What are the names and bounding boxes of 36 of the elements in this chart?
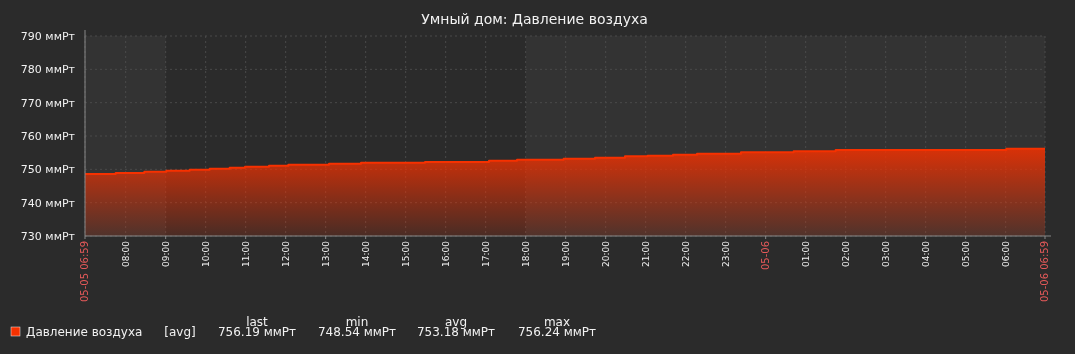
text: [avg] xyxy=(164,325,196,339)
x-tick-label: 20:00 xyxy=(600,240,611,267)
x-tick-label: 04:00 xyxy=(920,240,931,267)
x-tick-label: 18:00 xyxy=(520,240,531,267)
x-tick-label: 08:00 xyxy=(120,240,131,267)
y-tick-label: 740 ммРт xyxy=(20,196,76,210)
x-tick-label: 22:00 xyxy=(680,240,691,267)
x-tick-label: 05:00 xyxy=(960,240,971,267)
x-tick-label: 02:00 xyxy=(840,240,851,267)
x-tick-label: 06:00 xyxy=(1000,240,1011,267)
y-tick-label: 790 ммРт xyxy=(20,30,76,43)
x-tick-label: 05-05 06:59 xyxy=(79,241,90,303)
x-tick-label: 13:00 xyxy=(320,240,331,267)
y-tick-label: 770 ммРт xyxy=(20,96,76,110)
x-tick-label: 23:00 xyxy=(720,240,731,267)
chart-title: Умный дом: Давление воздуха xyxy=(421,11,648,27)
x-tick-label: 01:00 xyxy=(800,240,811,267)
y-tick-label: 750 ммРт xyxy=(20,163,76,177)
x-tick-label: 19:00 xyxy=(560,240,571,267)
x-tick-label: 11:00 xyxy=(240,240,251,267)
x-tick-label: 12:00 xyxy=(280,240,291,267)
y-tick-label: 760 ммРт xyxy=(20,130,76,143)
text: 748.54 ммРт xyxy=(317,325,397,339)
x-tick-label: 17:00 xyxy=(480,240,491,267)
x-tick-label: 05-06 06:59 xyxy=(1039,241,1050,303)
y-tick-label: 780 ммРт xyxy=(20,63,76,77)
x-tick-label: 09:00 xyxy=(160,240,171,267)
x-tick-label: 16:00 xyxy=(440,240,451,267)
x-tick-label: 14:00 xyxy=(360,240,371,267)
x-tick-label: 05-06 xyxy=(759,241,771,271)
legend-label: Давление воздуха xyxy=(26,325,143,339)
x-tick-label: 15:00 xyxy=(400,240,411,267)
x-tick-label: 10:00 xyxy=(200,240,211,267)
x-tick-label: 03:00 xyxy=(880,240,891,267)
x-tick-label: 21:00 xyxy=(640,240,651,267)
y-tick-label: 730 ммРт xyxy=(20,230,76,243)
